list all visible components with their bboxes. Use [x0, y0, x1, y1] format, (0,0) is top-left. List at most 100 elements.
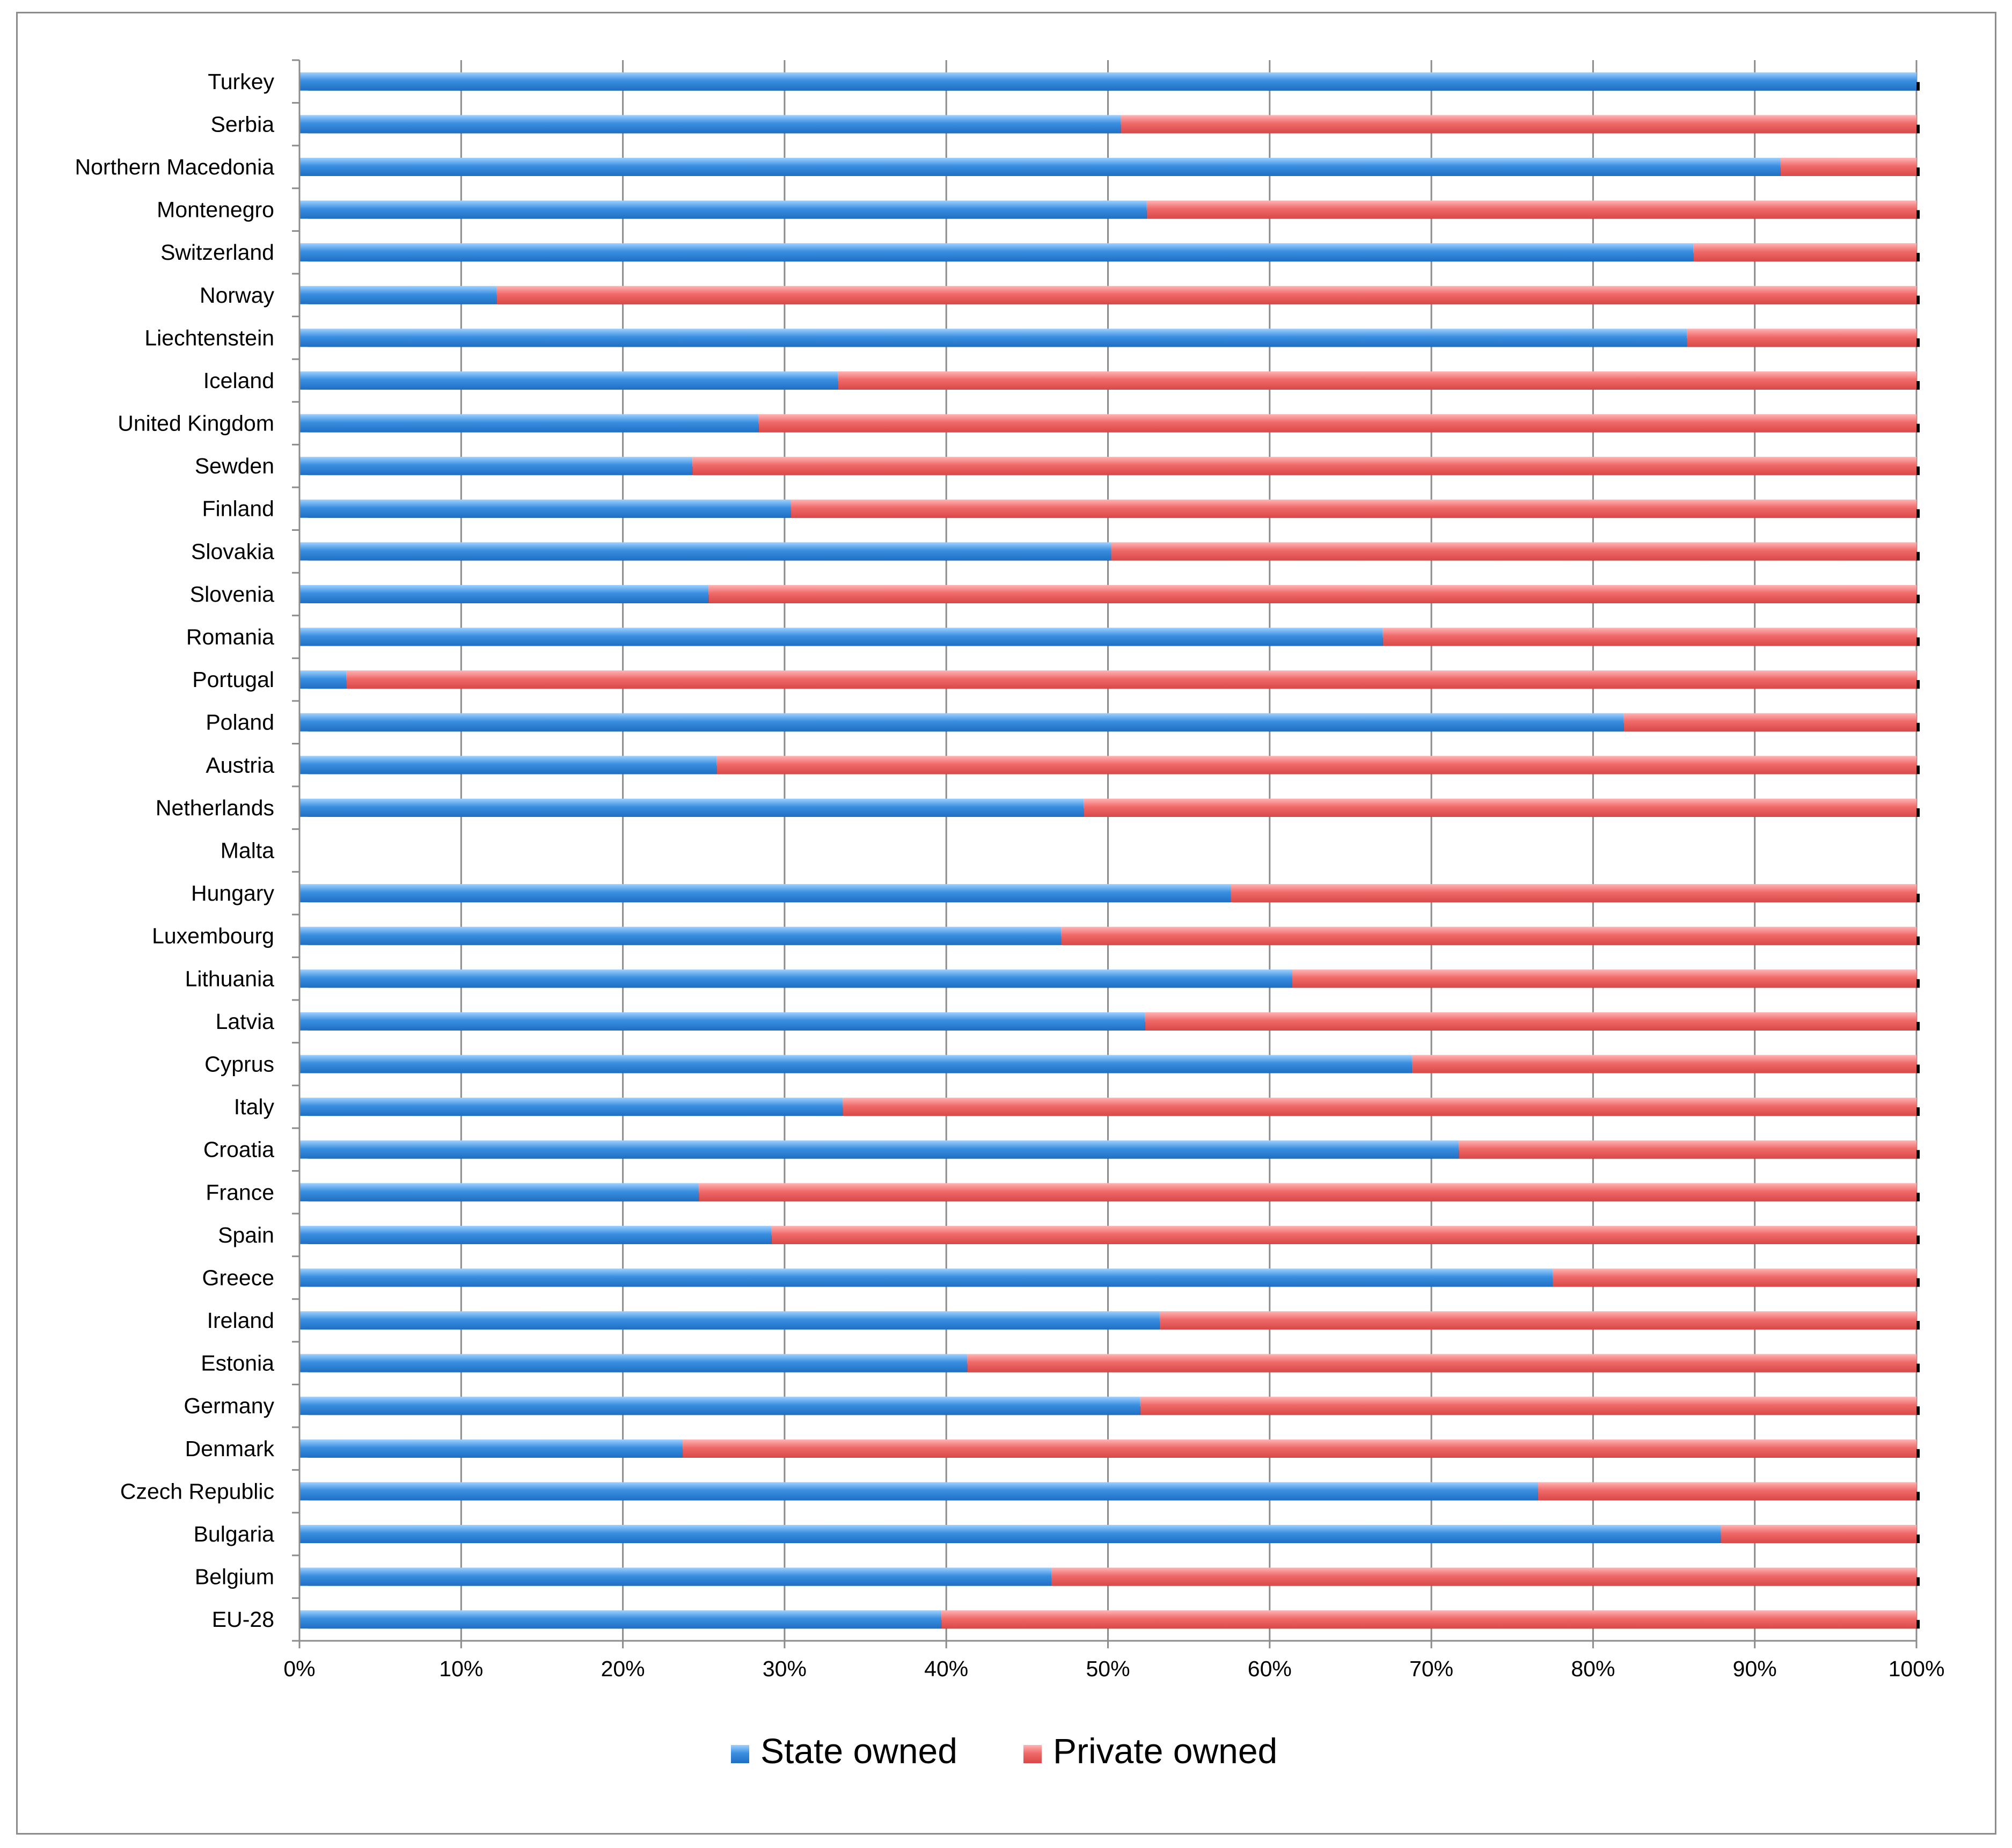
x-tick-label: 90% [1733, 1656, 1777, 1681]
bar-state-owned [299, 1055, 1412, 1073]
bar-state-owned [299, 542, 1111, 561]
category-label: Germany [184, 1393, 274, 1418]
bar-private-owned [1553, 1268, 1916, 1287]
bar-private-owned [941, 1610, 1916, 1629]
category-label: Latvia [216, 1009, 275, 1034]
category-label: Cyprus [204, 1051, 274, 1076]
category-label: Malta [221, 838, 274, 863]
legend: State owned Private owned [731, 1731, 1277, 1771]
bar-state-owned [299, 286, 497, 304]
x-tick-label: 0% [283, 1656, 315, 1681]
bar-state-owned [299, 157, 1781, 176]
category-label: Spain [218, 1223, 274, 1247]
category-labels: Turkey Serbia Northern Macedonia Montenegro… [75, 69, 275, 1632]
bar-private-owned [1411, 1055, 1916, 1073]
x-tick-label: 20% [601, 1656, 645, 1681]
bar-private-owned [1693, 243, 1916, 262]
category-label: Northern Macedonia [75, 155, 275, 179]
bar-state-owned [299, 1354, 968, 1372]
category-label: EU-28 [212, 1607, 274, 1632]
bar-state-owned [299, 713, 1624, 732]
category-label: Hungary [191, 881, 274, 905]
x-tick-label: 60% [1248, 1656, 1292, 1681]
x-tick-label: 100% [1889, 1656, 1945, 1681]
bar-state-owned [299, 1183, 699, 1202]
bar-state-owned [299, 499, 791, 518]
x-tick-labels: 0% 10% 20% 30% 40% 50% 60% 70% 80% 90% 100% [283, 1656, 1944, 1681]
category-label: Montenegro [157, 198, 274, 222]
bar-state-owned [299, 1610, 942, 1629]
category-label: Luxembourg [152, 924, 274, 948]
bar-state-owned [299, 1567, 1052, 1586]
legend-label-state-owned: State owned [760, 1731, 957, 1771]
x-tick-label: 50% [1086, 1656, 1130, 1681]
category-label: Poland [206, 710, 274, 735]
x-tick-label: 80% [1571, 1656, 1615, 1681]
category-label: Portugal [192, 667, 274, 692]
legend-swatch-private-owned [1023, 1745, 1042, 1763]
bar-private-owned [967, 1354, 1916, 1372]
legend-label-private-owned: Private owned [1053, 1731, 1277, 1771]
bar-state-owned [299, 884, 1231, 903]
category-label: Lithuania [185, 966, 275, 991]
category-label: Ireland [207, 1308, 274, 1333]
bar-state-owned [299, 371, 838, 390]
bar-private-owned [843, 1098, 1916, 1116]
x-tick-label: 40% [924, 1656, 968, 1681]
bar-state-owned [299, 670, 347, 689]
bar-private-owned [1231, 884, 1916, 903]
bar-state-owned [299, 926, 1062, 945]
category-label: United Kingdom [118, 411, 274, 436]
bar-state-owned [299, 328, 1687, 347]
bar-state-owned [299, 1525, 1721, 1544]
bar-private-owned [838, 371, 1916, 390]
bar-state-owned [299, 585, 709, 603]
bar-private-owned [791, 499, 1916, 518]
bar-private-owned [1061, 926, 1916, 945]
bar-private-owned [1145, 1012, 1916, 1031]
bar-private-owned [683, 1439, 1916, 1458]
category-label: Belgium [195, 1565, 274, 1589]
bar-private-owned [1111, 542, 1916, 561]
bar-private-owned [1382, 627, 1916, 646]
bar-state-owned [299, 1268, 1553, 1287]
bar-state-owned [299, 72, 1916, 91]
bar-private-owned [771, 1225, 1917, 1244]
bar-private-owned [1121, 115, 1916, 134]
category-label: Liechtenstein [144, 325, 274, 350]
category-label: France [206, 1180, 274, 1204]
bar-private-owned [1623, 713, 1916, 732]
bar-private-owned [1140, 1397, 1916, 1415]
bar-state-owned [299, 1098, 843, 1116]
category-label: Iceland [203, 368, 274, 393]
bar-private-owned [708, 585, 1916, 603]
category-label: Denmark [185, 1436, 275, 1461]
bar-private-owned [692, 457, 1916, 476]
bar-state-owned [299, 1012, 1145, 1031]
bars [299, 72, 1920, 1629]
category-label: Finland [202, 496, 274, 521]
axes [292, 59, 1918, 1648]
category-label: Italy [234, 1094, 275, 1119]
bar-state-owned [299, 414, 759, 433]
bar-state-owned [299, 115, 1121, 134]
bar-private-owned [1084, 798, 1916, 817]
bar-private-owned [1687, 328, 1916, 347]
category-label: Croatia [203, 1137, 274, 1162]
category-label: Turkey [208, 69, 274, 94]
category-label: Greece [202, 1265, 274, 1290]
category-label: Czech Republic [120, 1479, 274, 1503]
category-label: Netherlands [156, 795, 274, 820]
category-label: Bulgaria [194, 1522, 275, 1546]
category-label: Estonia [201, 1351, 274, 1376]
bar-state-owned [299, 627, 1383, 646]
bar-private-owned [1051, 1567, 1916, 1586]
bar-state-owned [299, 1482, 1538, 1501]
category-label: Sewden [195, 454, 274, 478]
bar-state-owned [299, 1311, 1160, 1330]
bar-private-owned [1721, 1525, 1916, 1544]
bar-state-owned [299, 798, 1084, 817]
category-label: Slovenia [190, 582, 274, 607]
bar-state-owned [299, 1140, 1459, 1159]
